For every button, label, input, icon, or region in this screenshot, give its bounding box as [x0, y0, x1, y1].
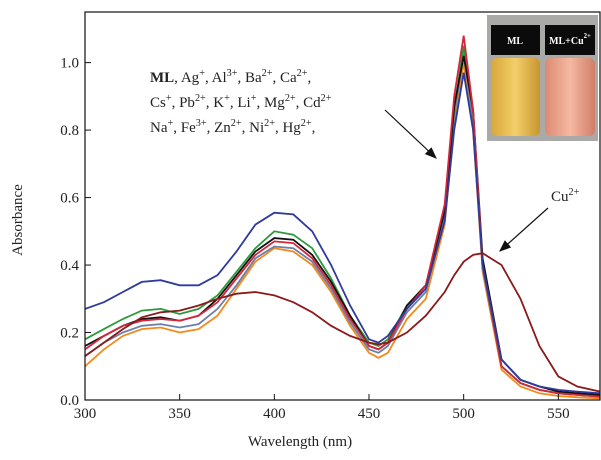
- vial-ml-cu: [545, 58, 595, 136]
- x-tick-label: 500: [452, 406, 475, 422]
- arrow: [384, 109, 437, 159]
- text-run: , Fe: [173, 120, 196, 136]
- x-tick-label: 550: [547, 406, 570, 422]
- x-tick-label: 400: [263, 406, 286, 422]
- text-run: ,: [308, 70, 312, 86]
- text-run: , Hg: [275, 120, 301, 136]
- superscript: 2+: [262, 68, 273, 79]
- text-run: Cs: [150, 95, 166, 111]
- text-run: ML+Cu: [549, 36, 584, 47]
- text-run: , K: [206, 95, 225, 111]
- annotation: ML+Cu2+: [549, 33, 591, 47]
- annotation: ML, Ag+, Al3+, Ba2+, Ca2+,: [150, 68, 311, 86]
- superscript: +: [199, 68, 205, 79]
- plot-lines: [85, 35, 600, 400]
- y-tick-label: 0.8: [60, 123, 79, 139]
- superscript: 2+: [584, 33, 591, 40]
- text-run: , Ag: [174, 70, 200, 86]
- text-run: ML: [507, 36, 523, 47]
- superscript: +: [166, 93, 172, 104]
- superscript: 2+: [297, 68, 308, 79]
- text-run: , Zn: [207, 120, 232, 136]
- y-axis-label: Absorbance: [10, 184, 26, 256]
- superscript: 2+: [321, 93, 332, 104]
- superscript: +: [224, 93, 230, 104]
- arrow: [499, 207, 549, 252]
- text-run: , Pb: [172, 95, 195, 111]
- annotation: Cs+, Pb2+, K+, Li+, Mg2+, Cd2+: [150, 93, 332, 111]
- superscript: 3+: [227, 68, 238, 79]
- inset-photo: [487, 15, 598, 141]
- x-tick-label: 350: [168, 406, 191, 422]
- y-tick-label: 0.6: [60, 191, 79, 207]
- text-run: , Ba: [237, 70, 262, 86]
- y-tick-label: 0.0: [60, 393, 79, 409]
- superscript: 2+: [285, 93, 296, 104]
- superscript: 3+: [196, 118, 207, 129]
- text-run: , Ni: [242, 120, 265, 136]
- superscript: 2+: [231, 118, 242, 129]
- superscript: 2+: [569, 187, 580, 198]
- plot-frame: [84, 11, 601, 401]
- spectrum-line: [85, 252, 600, 393]
- y-tick-label: 0.2: [60, 326, 79, 342]
- text-run: , Ca: [272, 70, 297, 86]
- vial-ml: [491, 58, 540, 136]
- text-run: Cu: [551, 189, 569, 205]
- x-axis-label: Wavelength (nm): [248, 434, 352, 450]
- text-run: ML: [150, 70, 174, 86]
- spectrum-line: [85, 35, 600, 398]
- superscript: +: [168, 118, 174, 129]
- text-run: , Cd: [296, 95, 322, 111]
- text-run: , Mg: [256, 95, 285, 111]
- superscript: 2+: [301, 118, 312, 129]
- superscript: 2+: [264, 118, 275, 129]
- text-run: , Al: [205, 70, 227, 86]
- spectrum-line: [85, 62, 600, 400]
- x-tick-label: 450: [358, 406, 381, 422]
- y-tick-label: 0.4: [60, 258, 79, 274]
- y-tick-label: 1.0: [60, 56, 79, 72]
- superscript: 2+: [195, 93, 206, 104]
- x-tick-label: 300: [74, 406, 97, 422]
- annotation: Cu2+: [551, 187, 580, 205]
- vial-cap: [545, 25, 595, 55]
- text-run: , Li: [230, 95, 251, 111]
- text-run: ,: [312, 120, 316, 136]
- vial-cap: [491, 25, 540, 55]
- annotation: ML: [507, 36, 523, 47]
- annotation: Na+, Fe3+, Zn2+, Ni2+, Hg2+,: [150, 118, 315, 136]
- spectrum-line: [85, 72, 600, 395]
- text-run: Na: [150, 120, 168, 136]
- superscript: +: [251, 93, 257, 104]
